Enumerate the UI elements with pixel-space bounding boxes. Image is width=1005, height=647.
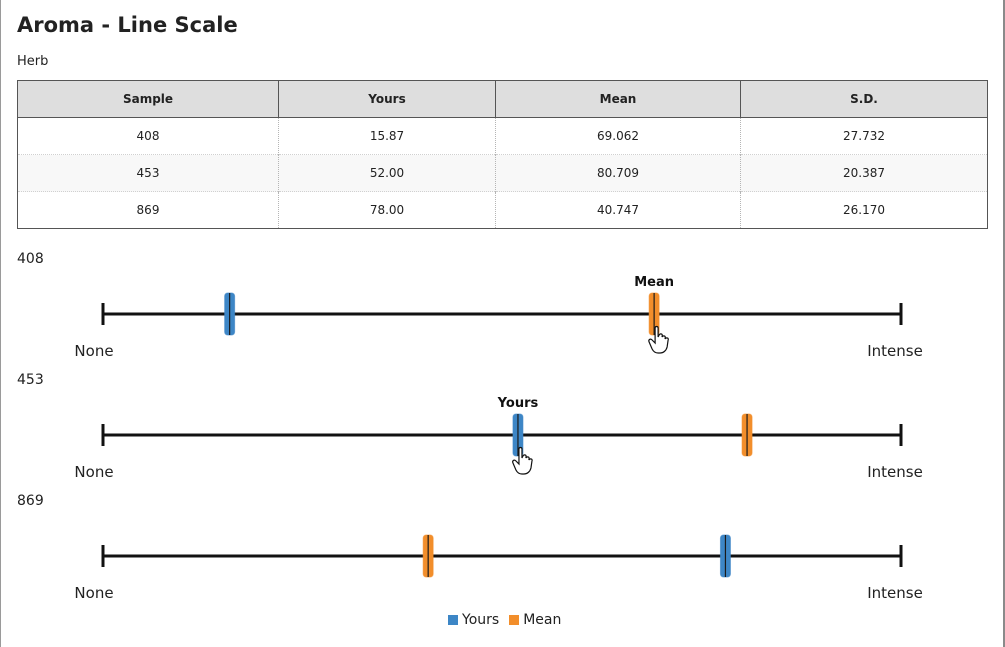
sample-label: 453 [17, 372, 44, 388]
hand-pointer-icon-shape [648, 325, 669, 354]
table-header-row: Sample Yours Mean S.D. [17, 80, 988, 118]
column-header-yours: Yours [278, 80, 496, 118]
legend-swatch-mean [509, 615, 520, 625]
cell-sd: 27.732 [740, 117, 988, 155]
table-row: 453 52.00 80.709 20.387 [17, 154, 988, 192]
cell-yours: 15.87 [278, 117, 496, 155]
anchor-label-low: None [74, 463, 113, 481]
cell-mean: 69.062 [495, 117, 741, 155]
cell-sd: 20.387 [740, 154, 988, 192]
column-header-sd: S.D. [740, 80, 988, 118]
sample-label: 869 [17, 493, 44, 509]
cell-mean: 80.709 [495, 154, 741, 192]
legend-swatch-yours [448, 615, 458, 625]
table-row: 408 15.87 69.062 27.732 [17, 117, 988, 155]
column-header-sample: Sample [17, 80, 279, 118]
marker-annotation: Yours [497, 396, 539, 411]
cell-yours: 78.00 [278, 191, 496, 229]
legend-item-yours[interactable]: Yours [448, 612, 499, 628]
cell-mean: 40.747 [495, 191, 741, 229]
legend-item-mean[interactable]: Mean [509, 612, 561, 628]
cell-sample: 408 [17, 117, 279, 155]
anchor-label-low: None [74, 584, 113, 602]
cell-yours: 52.00 [278, 154, 496, 192]
sample-label: 408 [17, 251, 44, 267]
hand-pointer-icon [512, 446, 533, 475]
anchor-label-high: Intense [867, 584, 923, 602]
page-title: Aroma - Line Scale [17, 13, 238, 37]
cell-sample: 453 [17, 154, 279, 192]
table-row: 869 78.00 40.747 26.170 [17, 191, 988, 229]
marker-annotation: Mean [634, 275, 674, 290]
cell-sd: 26.170 [740, 191, 988, 229]
legend-label-mean: Mean [523, 612, 562, 628]
anchor-label-high: Intense [867, 342, 923, 360]
chart-legend: Yours Mean [448, 612, 565, 628]
anchor-label-high: Intense [867, 463, 923, 481]
column-header-mean: Mean [495, 80, 741, 118]
anchor-label-low: None [74, 342, 113, 360]
legend-label-yours: Yours [462, 612, 500, 628]
hand-pointer-icon [648, 325, 669, 354]
hand-pointer-icon-shape [512, 446, 533, 475]
page-subtitle: Herb [17, 54, 49, 69]
stats-table: Sample Yours Mean S.D. 408 15.87 69.062 … [17, 80, 988, 229]
cell-sample: 869 [17, 191, 279, 229]
